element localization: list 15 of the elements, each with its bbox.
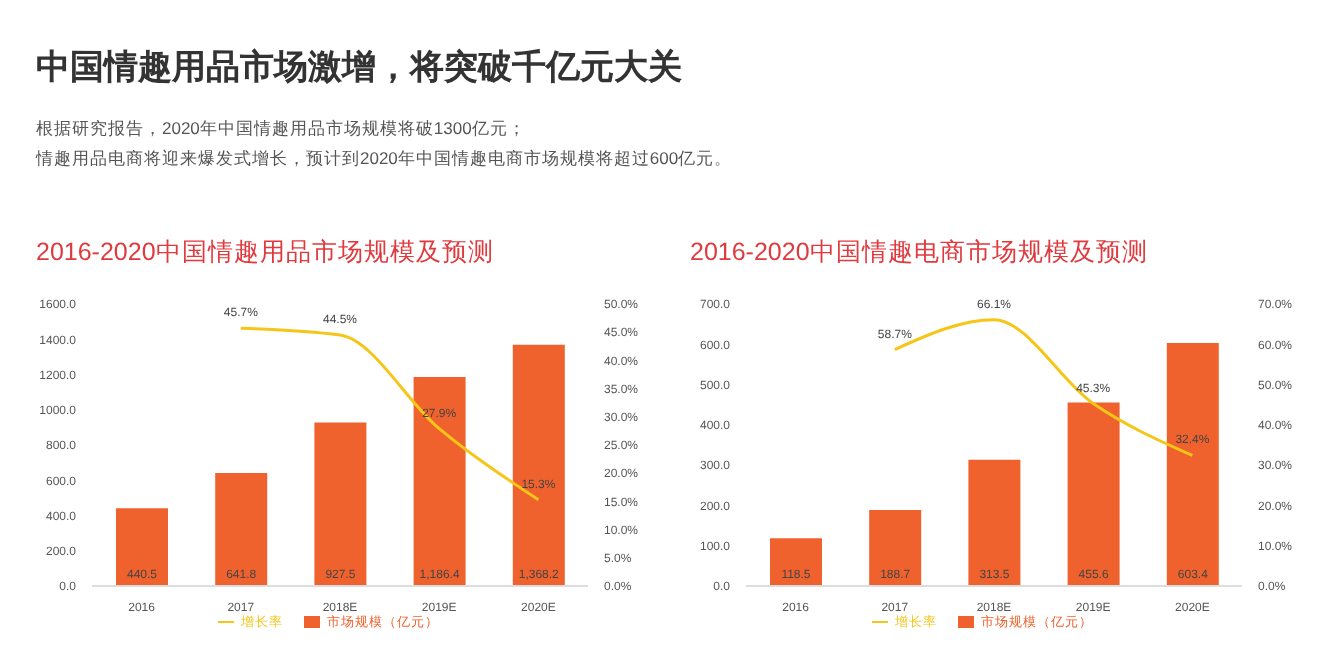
bar: [413, 376, 466, 586]
bar: [1166, 342, 1219, 586]
bar: [968, 459, 1021, 586]
bar: [869, 509, 922, 586]
bar: [116, 508, 168, 586]
bar: [1067, 402, 1120, 586]
bar: [770, 538, 822, 586]
text: 根据研究报告，2020年中国情趣用品市场规模将破1300亿元；: [36, 116, 528, 142]
bar: [512, 344, 565, 586]
bar: [314, 422, 367, 586]
text: 中国情趣用品市场激增，将突破千亿元大关: [36, 46, 684, 90]
text: 情趣用品电商将迎来爆发式增长，预计到2020年中国情趣电商市场规模将超过600亿元。: [36, 146, 735, 172]
chart-title: 2016-2020中国情趣用品市场规模及预测: [34, 236, 496, 270]
chart-title: 2016-2020中国情趣电商市场规模及预测: [688, 236, 1150, 270]
bar: [215, 472, 268, 586]
